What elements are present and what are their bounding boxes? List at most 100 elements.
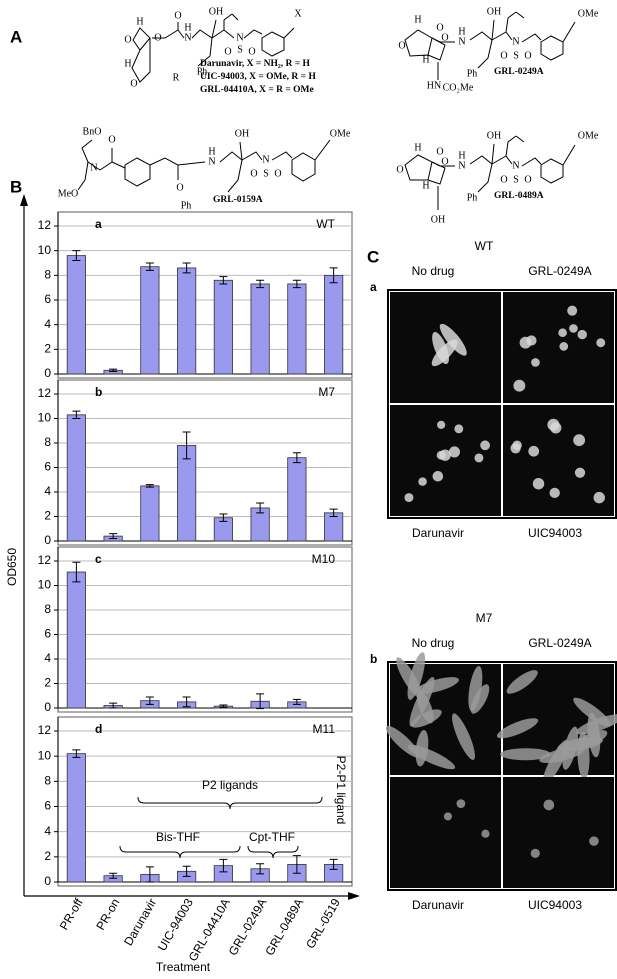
axis-arrows	[20, 194, 360, 900]
atom-label: H	[414, 14, 421, 25]
cell	[407, 744, 456, 770]
cell	[593, 491, 605, 504]
y-tick-label: 8	[44, 435, 51, 449]
atom-label: O	[248, 46, 255, 57]
y-tick-label: 4	[44, 824, 51, 838]
panel-label: B	[10, 177, 22, 196]
cell	[506, 670, 538, 694]
chart-label: b	[95, 385, 102, 399]
y-tick-label: 10	[38, 411, 52, 425]
cell	[432, 332, 450, 365]
condition-label: UIC94003	[528, 526, 582, 540]
bar	[140, 485, 160, 542]
cell	[513, 379, 526, 392]
condition-label: Darunavir	[412, 898, 464, 912]
atom-label: O	[176, 182, 183, 193]
error-bar	[72, 561, 81, 583]
error-bar	[256, 863, 265, 875]
y-tick-label: 12	[38, 723, 52, 737]
cell	[510, 443, 521, 454]
cell	[550, 422, 562, 434]
cell	[526, 335, 537, 346]
atom-label: O	[396, 164, 403, 175]
y-tick-label: 2	[44, 509, 51, 523]
atom-label: Ph	[181, 200, 192, 211]
cell	[577, 329, 587, 340]
atom-label: O	[130, 78, 137, 89]
error-bar	[109, 702, 118, 709]
micrographs	[385, 289, 617, 891]
error-bar	[292, 279, 301, 289]
cell	[496, 718, 539, 739]
compound-name: GRL-0159A	[213, 195, 263, 205]
atom-label: S	[237, 44, 243, 55]
cell	[468, 666, 483, 712]
cell	[530, 848, 540, 858]
atom-label: H	[422, 180, 429, 191]
compound-name: GRL-0249A	[494, 67, 544, 77]
error-bar	[109, 368, 118, 373]
cell	[404, 493, 414, 503]
error-bar	[292, 452, 301, 464]
atom-label: S	[263, 168, 269, 179]
y-tick-label: 0	[44, 533, 51, 547]
error-bar	[329, 267, 338, 284]
atom-label: OMe	[330, 128, 351, 139]
group-title: WT	[475, 239, 494, 253]
cell	[574, 467, 586, 478]
compound-name: GRL-04410A, X = R = OMe	[200, 85, 314, 95]
atom-label: N	[512, 36, 519, 47]
y-tick-label: 4	[44, 317, 51, 331]
atom-label: O	[174, 10, 181, 21]
error-bar	[182, 865, 191, 877]
error-bar	[182, 431, 191, 460]
group-title: M7	[476, 611, 493, 625]
atom-label: H	[184, 22, 191, 33]
atom-label: CO₂Me	[443, 82, 474, 93]
condition-label: GRL-0249A	[528, 636, 591, 650]
atom-label: O	[124, 34, 131, 45]
x-tick-label: Darunavir	[121, 896, 159, 948]
x-axis-label: Treatment	[156, 960, 211, 974]
y-tick-label: 4	[44, 484, 51, 498]
atom-label: Ph	[467, 68, 478, 79]
error-bar	[182, 262, 191, 274]
atom-label: O	[398, 40, 405, 51]
brace	[119, 845, 241, 859]
y-tick-label: 0	[44, 700, 51, 714]
chart-label: a	[95, 217, 102, 231]
y-tick-label: 0	[44, 366, 51, 380]
error-bar	[292, 855, 301, 874]
cell	[415, 677, 460, 694]
chart-title: M10	[312, 552, 336, 566]
atom-label: O	[500, 50, 507, 61]
cell	[528, 445, 540, 457]
cell	[542, 739, 569, 785]
atom-label: MeO	[58, 188, 79, 199]
atom-label: O	[524, 174, 531, 185]
atom-label: OMe	[578, 130, 599, 141]
x-tick-label: UIC-94003	[155, 896, 196, 954]
atom-label: OH	[209, 6, 223, 17]
y-tick-label: 6	[44, 460, 51, 474]
atom-label: S	[513, 174, 519, 185]
structure-bonds	[77, 11, 576, 210]
error-bar	[72, 749, 81, 758]
cell	[500, 748, 551, 761]
cell	[474, 453, 484, 463]
y-tick-label: 12	[38, 218, 52, 232]
condition-label: GRL-0249A	[528, 264, 591, 278]
error-bar	[219, 513, 228, 522]
error-bar	[329, 858, 338, 870]
y-tick-label: 12	[38, 386, 52, 400]
annotation: P2 ligands	[202, 778, 258, 792]
y-tick-label: 4	[44, 651, 51, 665]
condition-label: No drug	[412, 264, 455, 278]
atom-label: O	[108, 134, 115, 145]
atom-label: N	[184, 32, 191, 43]
cell	[559, 342, 569, 351]
atom-label: R	[173, 72, 180, 83]
compound-name: GRL-0489A	[494, 191, 544, 201]
atom-label: H	[458, 150, 465, 161]
